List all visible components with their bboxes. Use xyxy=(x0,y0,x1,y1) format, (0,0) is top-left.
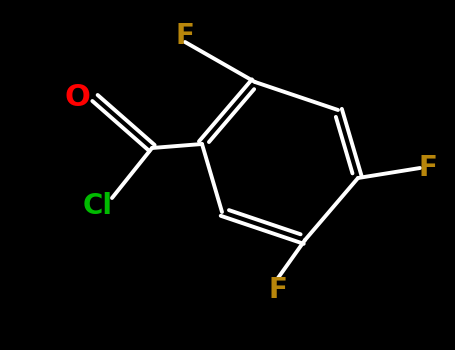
Text: O: O xyxy=(64,84,90,112)
Text: F: F xyxy=(419,154,437,182)
Text: F: F xyxy=(176,22,194,50)
Text: Cl: Cl xyxy=(83,192,113,220)
Text: F: F xyxy=(268,276,288,304)
